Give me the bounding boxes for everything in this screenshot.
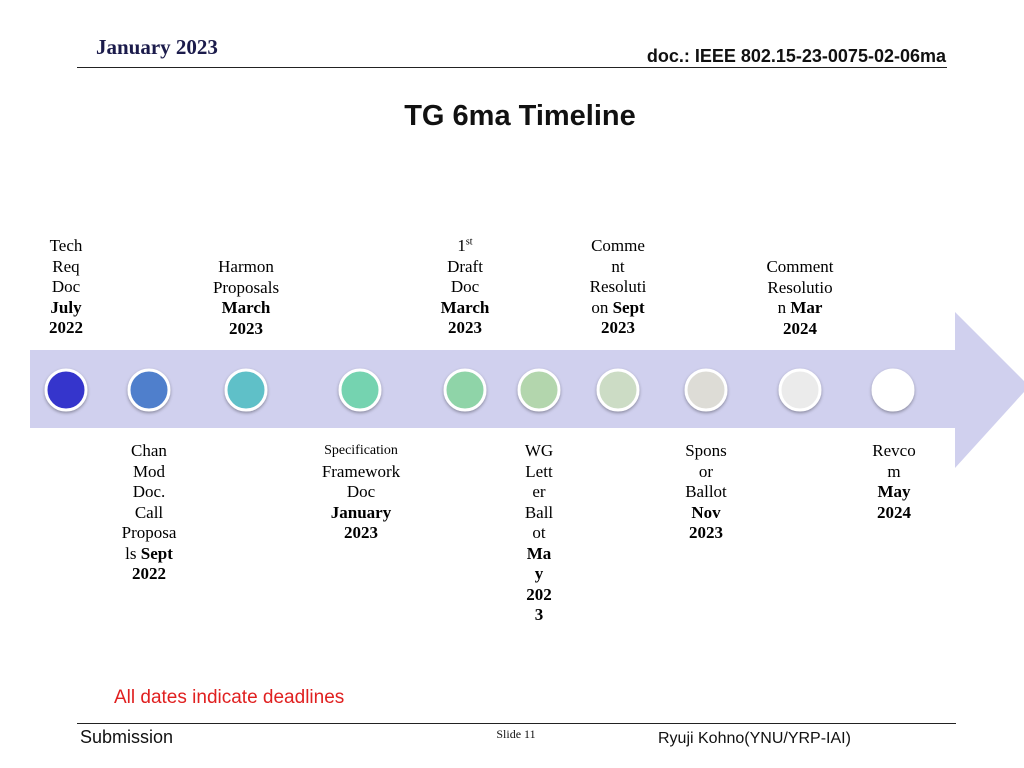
milestone-dot xyxy=(338,368,382,412)
milestone-dot xyxy=(44,368,88,412)
milestone-dot xyxy=(443,368,487,412)
milestone-label-chan-mod-doc: Chan Mod Doc. Call Proposa ls Sept 2022 xyxy=(121,441,177,583)
milestone-dot xyxy=(871,368,915,412)
deadline-note: All dates indicate deadlines xyxy=(114,687,345,708)
slide-title: TG 6ma Timeline xyxy=(404,100,636,132)
milestone-dot xyxy=(778,368,822,412)
milestone-dot xyxy=(684,368,728,412)
footer-submission: Submission xyxy=(80,727,174,747)
header-date: January 2023 xyxy=(96,35,218,59)
milestone-label-first-draft-doc: 1st Draft Doc March 2023 xyxy=(440,236,490,337)
milestone-label-specification-framework-doc: Specification Framework Doc January 2023 xyxy=(321,443,401,542)
milestone-dot xyxy=(596,368,640,412)
milestone-dot xyxy=(127,368,171,412)
milestone-label-comment-resolution-sept: Comme nt Resoluti on Sept 2023 xyxy=(589,236,647,337)
footer-rule xyxy=(77,723,956,724)
milestone-label-sponsor-ballot: Spons or Ballot Nov 2023 xyxy=(685,441,727,542)
footer-slide-number: Slide 11 xyxy=(496,727,536,741)
header-rule xyxy=(77,67,947,68)
milestone-dot xyxy=(224,368,268,412)
milestone-label-wg-letter-ballot: WG Lett er Ball ot Ma y 202 3 xyxy=(524,441,554,624)
milestone-label-harmon-proposals: Harmon Proposals March 2023 xyxy=(212,257,280,338)
header-doc-id: doc.: IEEE 802.15-23-0075-02-06ma xyxy=(646,46,946,66)
milestone-label-tech-req-doc: Tech Req Doc July 2022 xyxy=(49,236,83,337)
milestone-dots xyxy=(44,368,915,412)
milestone-label-comment-resolution-mar: Comment Resolutio n Mar 2024 xyxy=(766,257,834,338)
milestone-dot xyxy=(517,368,561,412)
footer-author: Ryuji Kohno(YNU/YRP-IAI) xyxy=(658,730,851,747)
milestone-label-revcom: Revco m May 2024 xyxy=(872,441,916,522)
